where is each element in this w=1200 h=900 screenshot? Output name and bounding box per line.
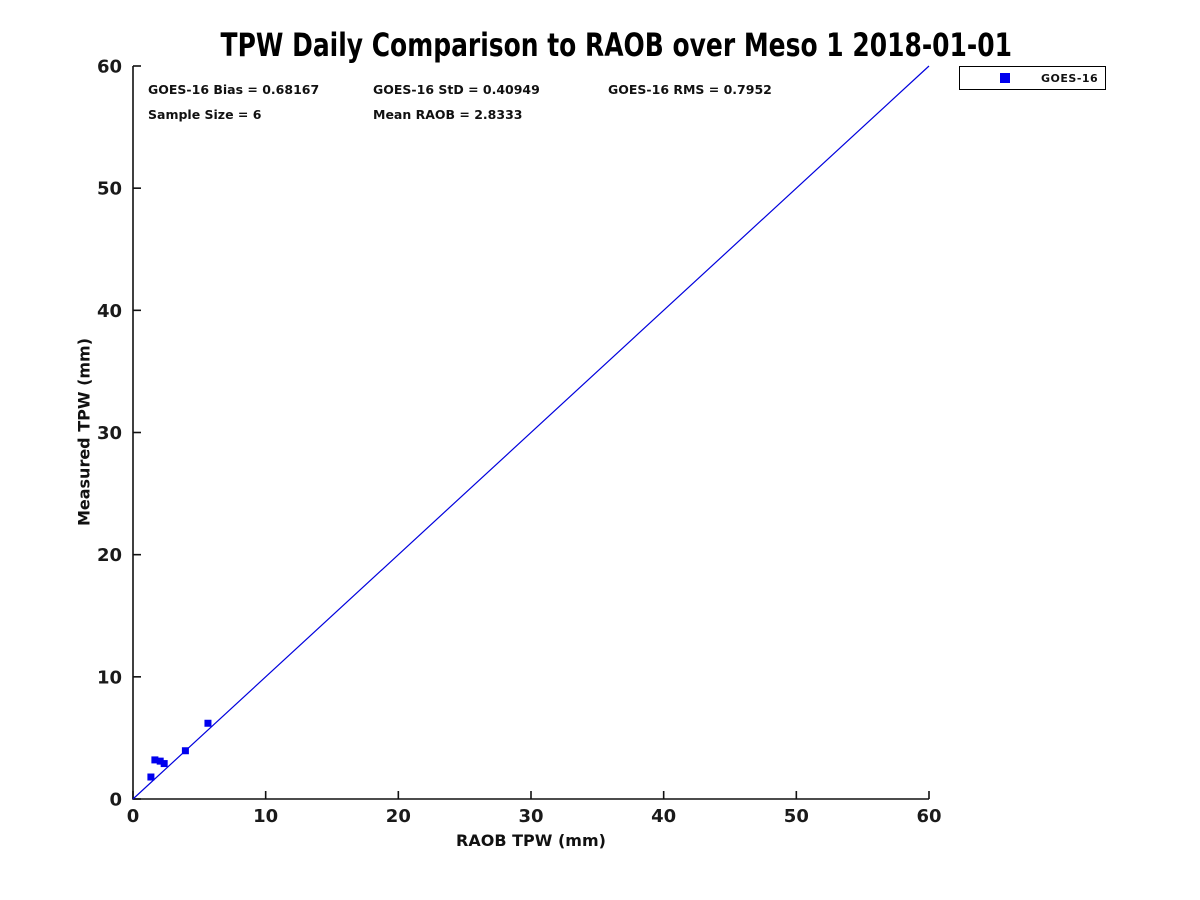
y-tick-label: 20 <box>97 545 122 566</box>
data-point <box>181 747 189 755</box>
legend: GOES-16 <box>959 66 1106 90</box>
y-tick-label: 40 <box>97 301 122 322</box>
x-tick-label: 30 <box>518 806 543 827</box>
data-point <box>204 719 212 727</box>
y-tick-label: 30 <box>97 423 122 444</box>
x-tick-label: 20 <box>386 806 411 827</box>
stat-mean-raob: Mean RAOB = 2.8333 <box>373 107 523 122</box>
x-tick-label: 10 <box>253 806 278 827</box>
x-tick-label: 40 <box>651 806 676 827</box>
data-point <box>151 756 159 764</box>
y-tick-label: 10 <box>97 667 122 688</box>
legend-marker-square-icon <box>1000 73 1010 83</box>
x-axis-label: RAOB TPW (mm) <box>456 831 606 850</box>
data-point <box>160 760 168 768</box>
stat-bias: GOES-16 Bias = 0.68167 <box>148 82 320 97</box>
stat-sample-size: Sample Size = 6 <box>148 107 262 122</box>
y-axis-label: Measured TPW (mm) <box>74 337 94 527</box>
data-point <box>156 757 164 765</box>
y-tick-label: 50 <box>97 179 122 200</box>
stat-std: GOES-16 StD = 0.40949 <box>373 82 540 97</box>
y-tick-label: 60 <box>97 57 122 78</box>
stat-rms: GOES-16 RMS = 0.7952 <box>608 82 772 97</box>
y-tick-label: 0 <box>109 790 122 811</box>
x-tick-label: 60 <box>916 806 941 827</box>
data-point <box>147 773 155 781</box>
x-tick-label: 0 <box>127 806 140 827</box>
identity-line <box>132 65 930 800</box>
x-tick-label: 50 <box>784 806 809 827</box>
legend-label: GOES-16 <box>1041 71 1099 85</box>
